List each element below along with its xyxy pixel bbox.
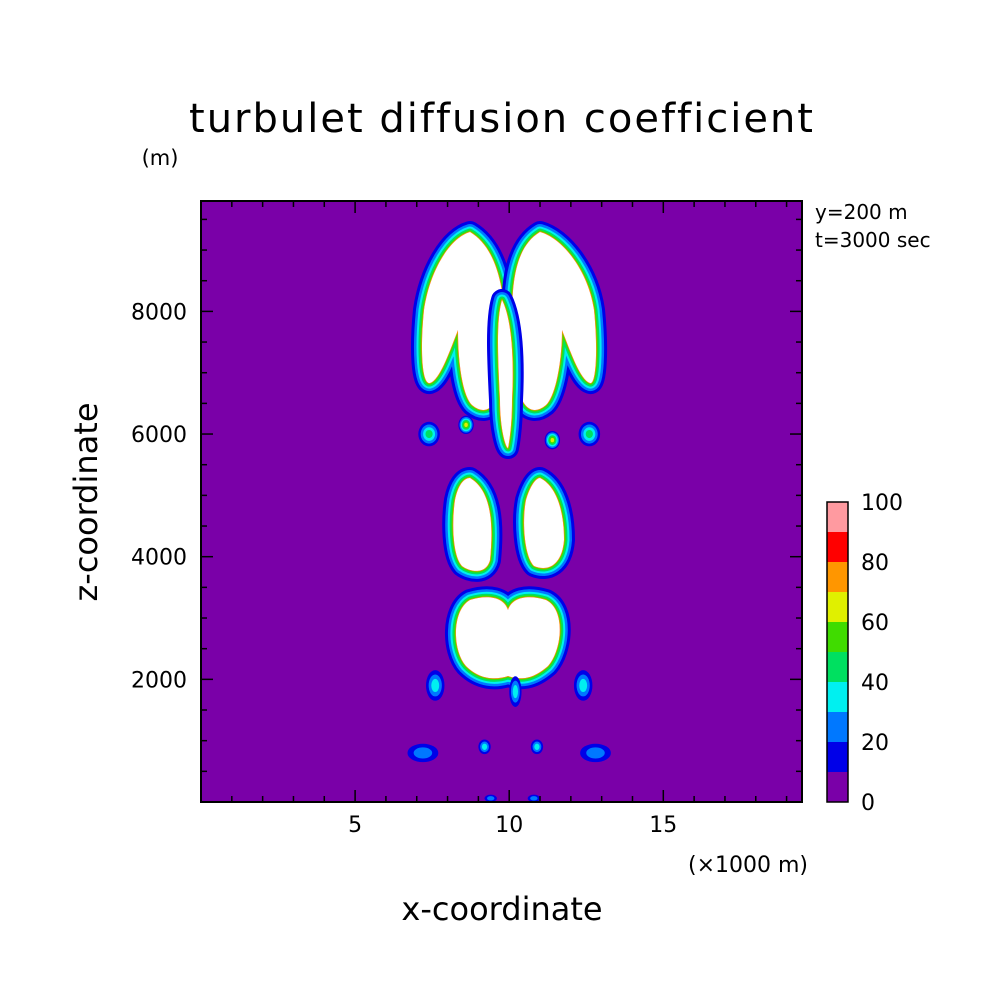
contour-upper-right-lobe-core	[512, 232, 597, 410]
colorbar-band	[827, 652, 848, 682]
upper-left-lobe	[411, 221, 516, 421]
contour-bubble	[585, 429, 593, 439]
contour-middle-left-lobe-core	[453, 478, 492, 571]
y-axis: 2000 4000 6000 8000	[131, 218, 802, 773]
contour-bubble	[534, 743, 540, 750]
contour-bubble	[586, 747, 605, 759]
colorbar-band	[827, 622, 848, 652]
contour-bubble	[425, 429, 433, 439]
y-tick-label: 4000	[131, 546, 187, 571]
colorbar-band	[827, 772, 848, 802]
colorbar-tick-label: 40	[861, 671, 889, 696]
colorbar-tick-label: 80	[861, 551, 889, 576]
contour-middle-right-lobe-core	[524, 478, 564, 569]
contour-bubble	[550, 438, 555, 443]
x-axis-label: x-coordinate	[401, 890, 602, 928]
contour-bubble	[481, 743, 488, 750]
colorbar-frame	[826, 501, 849, 803]
contour-upper-center-spine-core	[498, 300, 513, 448]
colorbar-band	[827, 712, 848, 742]
chart-title: turbulet diffusion coefficient	[189, 96, 815, 142]
contour-lower-core-core	[455, 597, 560, 679]
colorbar-tick-label: 100	[861, 491, 903, 516]
contour-bubble	[413, 747, 433, 759]
contour-bubble	[487, 796, 495, 801]
contour-bubble	[579, 678, 588, 693]
x-tick-label: 10	[495, 813, 523, 838]
y-axis-label: z-coordinate	[67, 402, 105, 601]
colorbar-band	[827, 502, 848, 532]
plot-frame	[200, 200, 803, 803]
colorbar: 0 20 40 60 80 100	[826, 491, 903, 816]
lower-core	[445, 586, 571, 690]
colorbar-band	[827, 532, 848, 562]
contour-regions	[407, 221, 611, 802]
y-tick-label: 6000	[131, 423, 187, 448]
y-unit-label: (m)	[142, 146, 179, 170]
colorbar-band	[827, 682, 848, 712]
annotation-time: t=3000 sec	[815, 228, 931, 252]
contour-bubble	[431, 678, 440, 693]
y-tick-label: 8000	[131, 300, 187, 325]
upper-center-spine	[487, 289, 524, 459]
colorbar-band	[827, 562, 848, 592]
contour-upper-left-lobe-core	[422, 232, 505, 410]
x-tick-label: 5	[348, 813, 362, 838]
annotation-y-position: y=200 m	[815, 200, 908, 224]
colorbar-tick-label: 20	[861, 731, 889, 756]
colorbar-band	[827, 592, 848, 622]
contour-bubble	[464, 422, 468, 427]
x-unit-label: (×1000 m)	[688, 853, 808, 878]
x-axis: 5 10 15	[231, 201, 788, 838]
colorbar-tick-label: 0	[861, 791, 875, 816]
colorbar-band	[827, 742, 848, 772]
plot-area	[201, 201, 802, 802]
colorbar-tick-label: 60	[861, 611, 889, 636]
contour-bubble	[512, 685, 519, 699]
x-tick-label: 15	[649, 813, 677, 838]
middle-right-lobe	[513, 467, 575, 579]
outer-bubbles	[407, 415, 611, 802]
contour-bubble	[530, 796, 538, 801]
y-tick-label: 2000	[131, 668, 187, 693]
upper-right-lobe	[501, 221, 608, 421]
middle-left-lobe	[442, 467, 503, 582]
